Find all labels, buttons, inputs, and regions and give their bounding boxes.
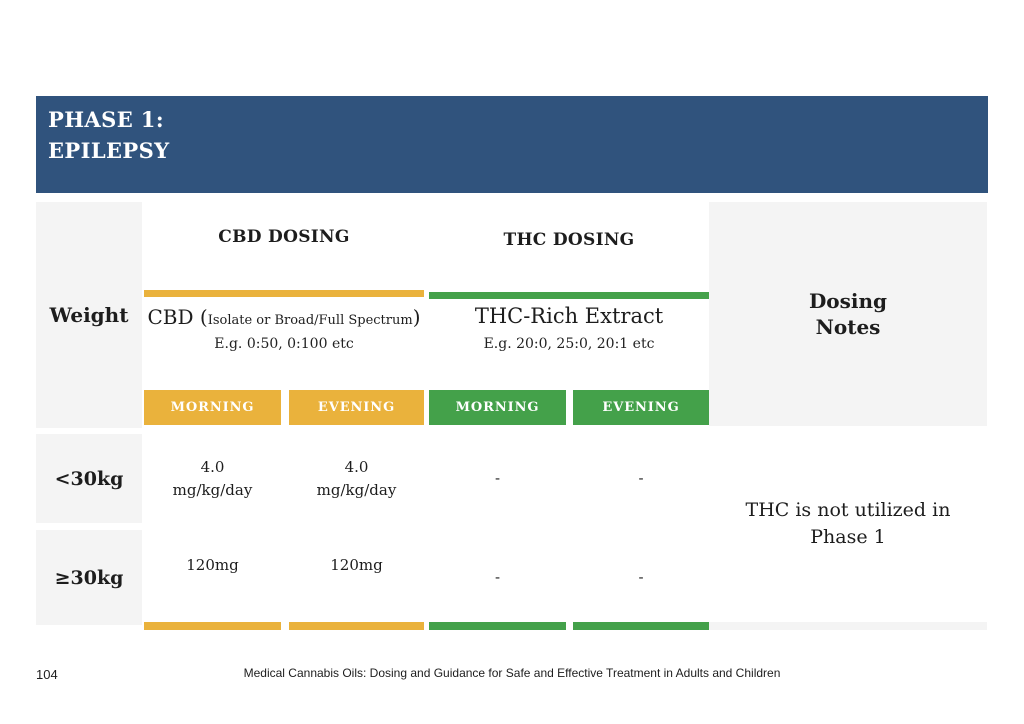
document-title-caption: Medical Cannabis Oils: Dosing and Guidan… — [243, 666, 781, 680]
weight-over-30kg-label: ≥30kg — [54, 566, 124, 589]
cbd-paren-open: ( — [199, 305, 208, 329]
thc-product-label: THC-Rich Extract — [474, 304, 664, 328]
dose-value: - — [638, 469, 644, 487]
weight-under-30kg-label: <30kg — [54, 467, 124, 490]
thc-ratio-example: E.g. 20:0, 25:0, 20:1 etc — [483, 336, 655, 352]
thc-evening-dose-over-30kg: - — [573, 530, 709, 625]
cbd-morning-column-header: MORNING — [144, 390, 281, 425]
dosing-notes-header-line-2: Notes — [815, 315, 881, 339]
title-banner: PHASE 1: EPILEPSY — [36, 96, 988, 193]
cbd-evening-dose-under-30kg: 4.0 mg/kg/day — [289, 434, 424, 523]
dosing-note: THC is not utilized in Phase 1 — [709, 497, 987, 551]
cbd-dosing-section-label: CBD DOSING — [218, 227, 350, 247]
dose-value: 4.0 — [200, 457, 225, 476]
dose-value: 120mg — [330, 556, 383, 574]
phase-title-line-2: EPILEPSY — [48, 138, 170, 163]
dose-value: 4.0 — [344, 457, 369, 476]
thc-morning-column-header: MORNING — [429, 390, 566, 425]
thc-morning-dose-over-30kg: - — [429, 530, 566, 625]
dosing-note-line-2: Phase 1 — [810, 526, 886, 548]
dose-value: - — [638, 568, 644, 586]
thc-evening-column-header: EVENING — [573, 390, 709, 425]
truncated-cbd-morning-bar — [144, 622, 281, 630]
cbd-morning-dose-under-30kg: 4.0 mg/kg/day — [144, 434, 281, 523]
thc-dosing-section-label: THC DOSING — [503, 230, 635, 250]
weight-header-label: Weight — [49, 303, 129, 327]
cbd-evening-dose-over-30kg: 120mg — [289, 530, 424, 625]
truncated-thc-morning-bar — [429, 622, 566, 630]
dose-value: - — [494, 568, 501, 586]
table-row-weight-over-30kg: ≥30kg — [36, 530, 142, 625]
cbd-product-label: CBD (Isolate or Broad/Full Spectrum) — [144, 305, 424, 329]
dosing-notes-header-line-1: Dosing — [808, 289, 888, 313]
page-number: 104 — [36, 667, 58, 682]
table-row-weight-under-30kg: <30kg — [36, 434, 142, 523]
cbd-product-name: CBD — [147, 305, 194, 329]
dosing-note-line-1: THC is not utilized in — [745, 499, 951, 521]
dosing-notes-column-header: Dosing Notes — [709, 202, 987, 426]
cbd-evening-column-header: EVENING — [289, 390, 424, 425]
dose-value: - — [494, 469, 501, 487]
cbd-product-subtype: Isolate or Broad/Full Spectrum — [207, 313, 413, 328]
cbd-accent-bar — [144, 290, 424, 297]
cbd-morning-dose-over-30kg: 120mg — [144, 530, 281, 625]
truncated-notes-cell — [709, 622, 987, 630]
thc-accent-bar — [429, 292, 709, 299]
truncated-thc-evening-bar — [573, 622, 709, 630]
thc-evening-dose-under-30kg: - — [573, 434, 709, 523]
cbd-ratio-example: E.g. 0:50, 0:100 etc — [214, 336, 354, 352]
cbd-paren-close: ) — [412, 305, 421, 329]
thc-morning-dose-under-30kg: - — [429, 434, 566, 523]
weight-column-header: Weight — [36, 202, 142, 428]
dose-unit: mg/kg/day — [172, 480, 253, 499]
phase-title-line-1: PHASE 1: — [48, 107, 164, 132]
truncated-cbd-evening-bar — [289, 622, 424, 630]
dose-value: 120mg — [186, 556, 239, 574]
dose-unit: mg/kg/day — [316, 480, 397, 499]
